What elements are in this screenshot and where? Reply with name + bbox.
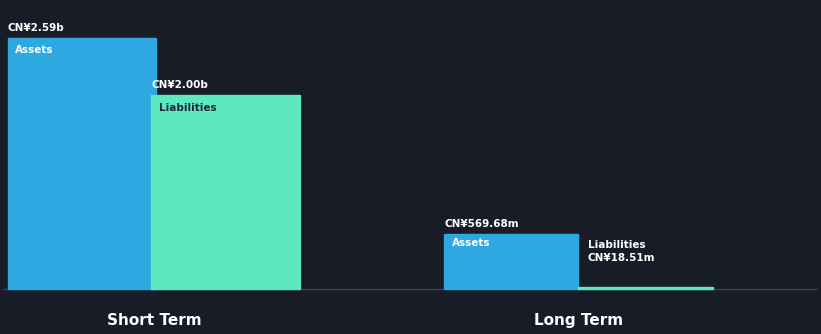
- Text: Long Term: Long Term: [534, 313, 623, 328]
- Bar: [444, 234, 578, 289]
- Bar: [7, 38, 156, 289]
- Text: Liabilities: Liabilities: [159, 103, 217, 113]
- Bar: [578, 287, 713, 289]
- Text: CN¥2.59b: CN¥2.59b: [7, 23, 64, 33]
- Bar: [152, 95, 300, 289]
- Text: Assets: Assets: [16, 45, 53, 55]
- Text: Liabilities: Liabilities: [588, 240, 645, 250]
- Text: CN¥2.00b: CN¥2.00b: [152, 80, 209, 90]
- Text: CN¥18.51m: CN¥18.51m: [588, 253, 655, 263]
- Text: Assets: Assets: [452, 237, 490, 247]
- Text: Short Term: Short Term: [107, 313, 201, 328]
- Text: CN¥569.68m: CN¥569.68m: [444, 219, 519, 229]
